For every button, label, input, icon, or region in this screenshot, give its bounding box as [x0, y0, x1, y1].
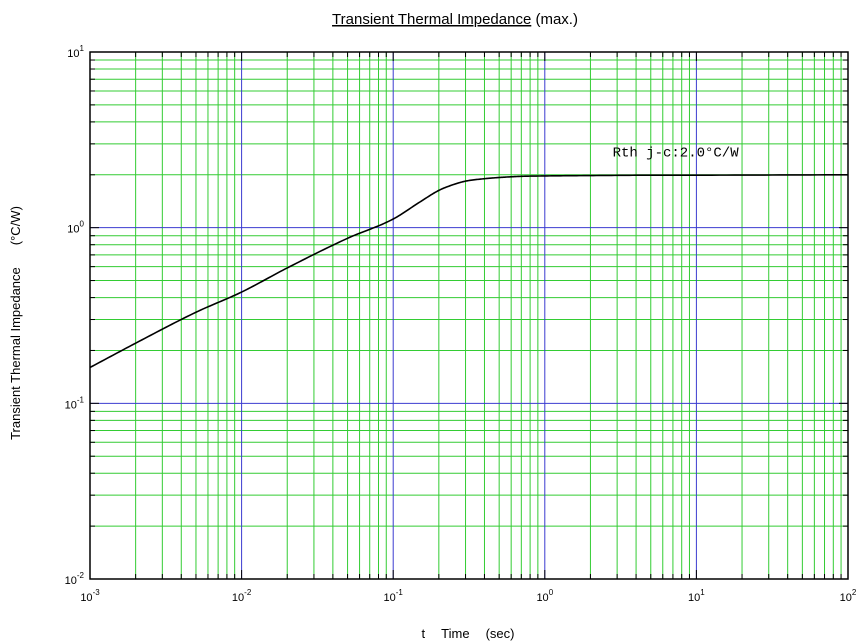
minor-grid [90, 52, 848, 579]
y-tick-label: 10-2 [65, 571, 85, 587]
plot-frame [89, 51, 849, 580]
y-tick-label: 101 [67, 44, 84, 60]
rth-annotation: Rth j-c:2.0°C/W [613, 145, 740, 161]
chart-title: Transient Thermal Impedance (max.) [332, 11, 578, 28]
series-layer [89, 173, 849, 369]
axis-ticks [89, 52, 848, 580]
y-tick-label: 100 [67, 220, 84, 236]
annotation-layer: Rth j-c:2.0°C/W [613, 145, 740, 161]
x-tick-label: 10-3 [80, 588, 100, 604]
x-tick-label: 102 [840, 588, 857, 604]
y-tick-label: 10-1 [65, 395, 85, 411]
x-axis-label: t Time (sec) [422, 626, 515, 641]
x-tick-label: 10-1 [384, 588, 404, 604]
y-tick-labels: 10-2 10-1 100 101 [65, 44, 85, 587]
x-tick-label: 10-2 [232, 588, 252, 604]
y-axis-label: Transient Thermal Impedance(°C/W) [8, 206, 23, 440]
major-grid [90, 52, 848, 579]
x-tick-labels: 10-3 10-2 10-1 100 101 102 [80, 588, 857, 604]
x-tick-label: 101 [688, 588, 705, 604]
x-tick-label: 100 [536, 588, 553, 604]
series-line [89, 173, 849, 369]
